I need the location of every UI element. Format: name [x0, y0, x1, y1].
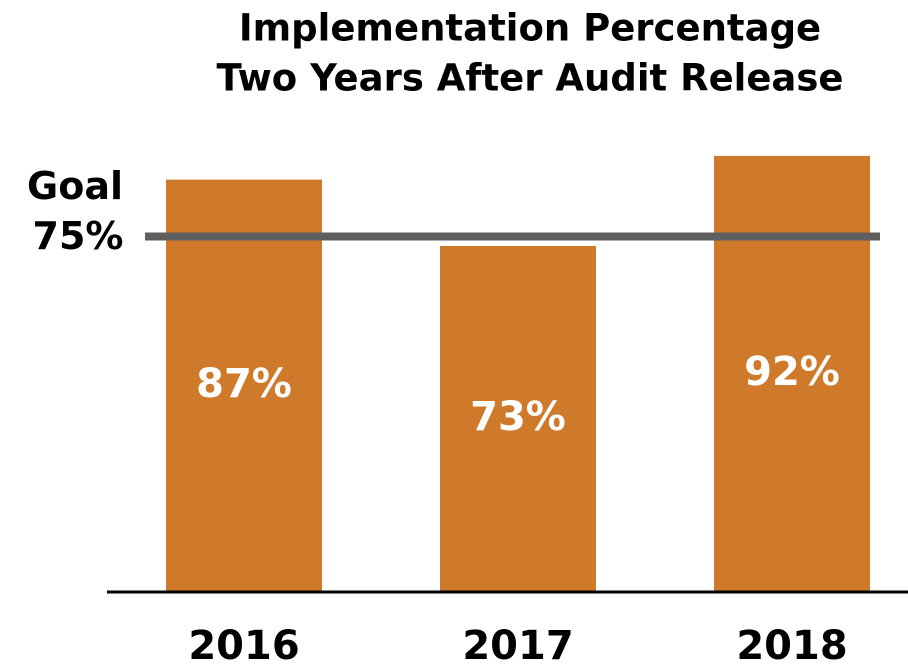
data-label: 87% — [196, 361, 292, 407]
bar — [440, 245, 596, 593]
bar — [714, 155, 870, 593]
x-tick-label: 2017 — [462, 623, 573, 667]
bar — [166, 179, 322, 592]
goal-value-label: 75% — [33, 214, 124, 258]
data-label: 73% — [470, 394, 566, 440]
x-tick-label: 2018 — [736, 623, 847, 667]
data-label: 92% — [744, 349, 840, 395]
chart-title: Two Years After Audit Release — [216, 57, 843, 100]
x-tick-label: 2016 — [188, 623, 299, 667]
chart-title: Implementation Percentage — [239, 7, 821, 50]
goal-label: Goal — [27, 164, 123, 208]
